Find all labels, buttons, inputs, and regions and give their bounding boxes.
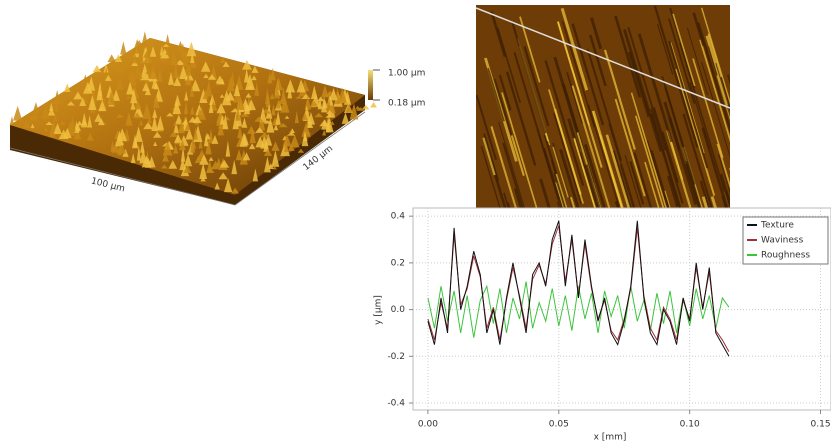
y-tick-label: -0.4: [387, 398, 405, 408]
y-tick-label: 0.2: [391, 258, 405, 268]
x-tick-label: 0.10: [680, 420, 700, 430]
surface-3d: 1.00 µm 0.18 µm 100 µm 140 µm: [10, 31, 426, 205]
x-size-label: 100 µm: [90, 176, 126, 194]
afm-streak: [738, 24, 761, 101]
afm-streak: [743, 150, 754, 186]
legend-label: Texture: [760, 221, 794, 231]
legend-label: Waviness: [761, 236, 804, 246]
afm-streak: [734, 155, 743, 185]
figure: 1.00 µm 0.18 µm 100 µm 140 µm y [µm] x […: [0, 0, 831, 444]
surface-peak: [370, 102, 377, 108]
z-label: 1.00 µm: [388, 69, 425, 79]
afm-streak: [749, 63, 775, 148]
x-tick-label: 0.15: [811, 420, 831, 430]
x-tick-label: 0.05: [549, 420, 569, 430]
afm-streak: [742, 15, 761, 78]
surface-peak: [64, 83, 71, 92]
afm-streak: [755, 125, 772, 182]
afm-streak: [728, 75, 767, 206]
y-tick-label: 0.4: [391, 212, 406, 222]
z-label: 0.18 µm: [388, 99, 425, 109]
y-tick-label: -0.2: [387, 352, 405, 362]
z-scale: [368, 70, 373, 100]
x-axis-label: x [mm]: [594, 433, 627, 443]
afm-streak: [745, 120, 761, 175]
surface-peak: [13, 106, 22, 121]
surface-peak: [93, 65, 102, 72]
legend-label: Roughness: [761, 251, 810, 261]
surface-peak: [141, 31, 148, 46]
afm-streak: [734, 59, 751, 114]
afm-streak: [732, 37, 749, 93]
x-tick-label: 0.00: [418, 420, 438, 430]
afm-streak: [741, 92, 775, 204]
y-axis-label: y [µm]: [374, 295, 384, 325]
surface-peak: [120, 41, 126, 54]
surface-peak: [10, 116, 15, 125]
y-tick-label: 0.0: [391, 305, 406, 315]
surface-peak: [107, 54, 116, 62]
